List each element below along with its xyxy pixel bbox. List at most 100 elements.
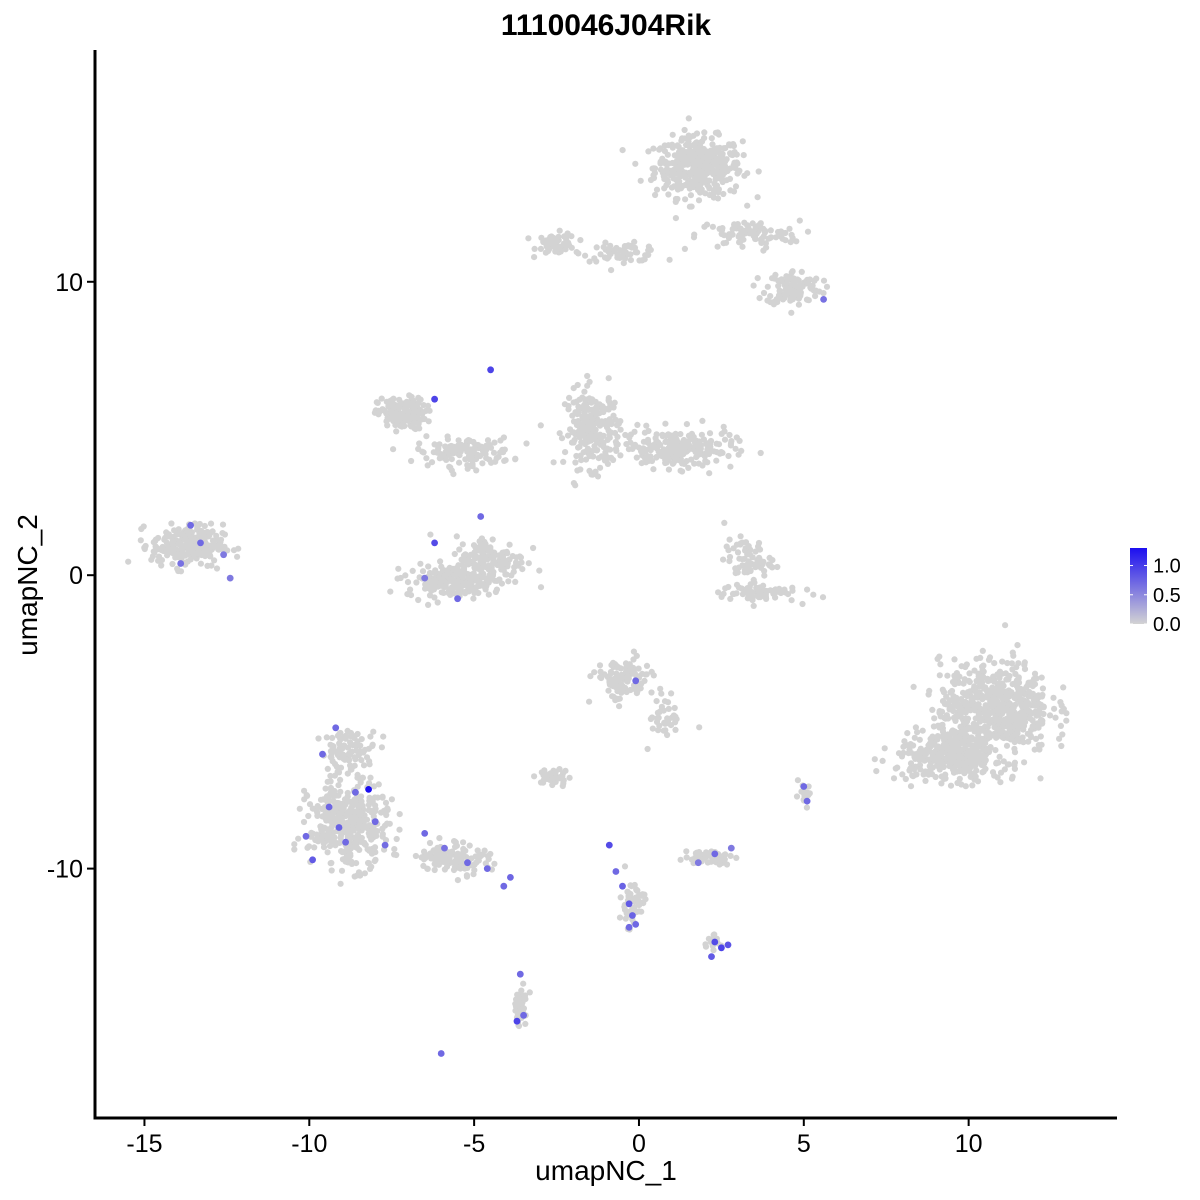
- expressing-cell-point: [625, 923, 633, 931]
- cell-point: [721, 436, 729, 443]
- cell-point: [692, 854, 699, 861]
- cell-point: [291, 841, 298, 848]
- cell-point: [497, 437, 504, 444]
- cell-point: [1057, 722, 1064, 730]
- cell-point: [358, 834, 365, 842]
- cell-point: [170, 550, 177, 557]
- cell-point: [696, 724, 703, 731]
- cell-point: [914, 729, 921, 736]
- cell-point: [641, 429, 649, 436]
- cell-point: [518, 559, 525, 566]
- cell-point: [1000, 716, 1008, 724]
- cell-point: [947, 782, 955, 789]
- cell-point: [354, 844, 361, 852]
- cell-point: [425, 563, 432, 570]
- expressing-cell-point: [820, 296, 827, 303]
- cell-point: [151, 549, 158, 556]
- cell-point: [404, 579, 412, 586]
- cell-point: [767, 227, 774, 234]
- cell-point: [686, 142, 694, 149]
- cell-point: [734, 549, 742, 556]
- cell-point: [715, 189, 722, 196]
- cell-point: [351, 754, 358, 761]
- cell-point: [589, 471, 596, 478]
- cell-point: [936, 653, 943, 660]
- cell-point: [336, 812, 343, 819]
- cell-point: [718, 430, 725, 437]
- cell-point: [455, 442, 462, 449]
- cell-point: [965, 724, 972, 731]
- cell-point: [392, 422, 399, 429]
- expressing-cell-point: [513, 1017, 521, 1025]
- cell-point: [462, 456, 469, 463]
- cell-point: [485, 591, 492, 598]
- cell-point: [772, 234, 780, 241]
- cell-point: [1018, 708, 1025, 716]
- cell-point: [597, 668, 604, 675]
- y-tick-label: 0: [69, 562, 83, 590]
- cell-point: [1036, 705, 1043, 712]
- x-axis-label: umapNC_1: [535, 1155, 677, 1186]
- cell-point: [502, 457, 509, 464]
- cell-point: [517, 1000, 524, 1007]
- cell-point: [1027, 693, 1034, 700]
- cell-point: [452, 843, 459, 851]
- cell-point: [665, 191, 672, 198]
- cell-point: [1011, 765, 1019, 773]
- cell-point: [772, 594, 779, 601]
- cell-point: [660, 168, 667, 175]
- cell-point: [641, 677, 648, 685]
- cell-point: [623, 668, 630, 675]
- cell-point: [931, 715, 938, 722]
- cell-point: [443, 456, 450, 463]
- expressing-cell-point: [421, 574, 429, 582]
- cell-point: [462, 590, 469, 597]
- cell-point: [687, 170, 694, 177]
- cell-point: [744, 170, 751, 177]
- cell-point: [500, 449, 507, 456]
- cell-point: [755, 168, 762, 175]
- cell-point: [564, 432, 572, 439]
- cell-point: [371, 858, 378, 865]
- cell-point: [339, 856, 346, 863]
- cell-point: [372, 828, 379, 835]
- cell-point: [919, 727, 926, 734]
- cell-point: [971, 685, 979, 693]
- cell-point: [327, 860, 334, 867]
- cell-point: [899, 771, 906, 778]
- cell-point: [788, 597, 795, 604]
- cell-point: [691, 167, 698, 174]
- cell-point: [425, 601, 432, 609]
- cell-point: [610, 693, 617, 700]
- cell-point: [619, 147, 626, 154]
- cell-point: [937, 661, 944, 668]
- cell-point: [379, 793, 386, 800]
- cell-point: [327, 784, 334, 792]
- cell-point: [720, 556, 727, 563]
- cell-point: [409, 567, 416, 575]
- cell-point: [750, 602, 757, 610]
- cell-point: [311, 844, 318, 851]
- cell-point: [750, 232, 757, 239]
- cell-point: [537, 422, 544, 429]
- cell-point: [594, 473, 602, 480]
- cell-point: [173, 531, 180, 538]
- cell-point: [793, 793, 801, 800]
- cell-point: [597, 464, 604, 471]
- expressing-cell-point: [803, 797, 811, 805]
- cell-point: [973, 758, 981, 766]
- cell-point: [336, 839, 343, 847]
- cell-point: [617, 665, 624, 672]
- x-tick-label: 10: [955, 1130, 983, 1158]
- cell-point: [396, 826, 403, 833]
- cell-point: [676, 148, 683, 156]
- cell-point: [207, 553, 214, 560]
- cell-point: [456, 857, 463, 864]
- cell-point: [799, 283, 806, 290]
- cell-point: [670, 712, 678, 719]
- cell-point: [479, 546, 486, 553]
- cell-point: [444, 570, 452, 577]
- cell-point: [347, 831, 354, 838]
- cell-point: [662, 727, 669, 734]
- cell-point: [677, 431, 684, 438]
